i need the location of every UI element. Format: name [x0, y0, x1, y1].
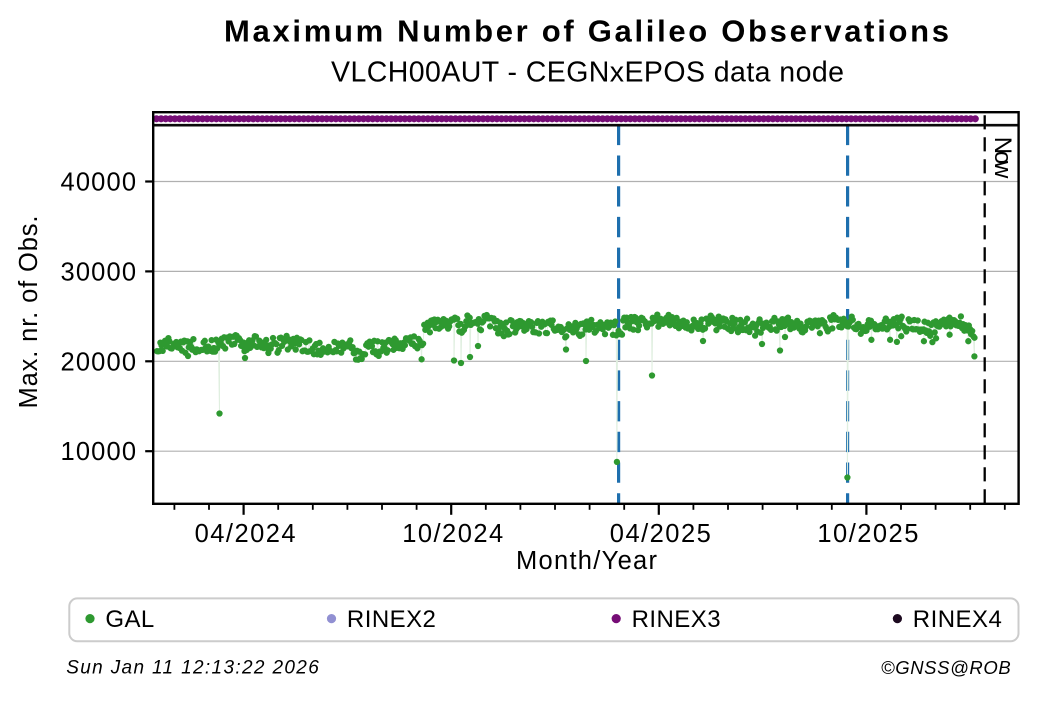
- svg-text:Max. nr. of Obs.: Max. nr. of Obs.: [15, 216, 43, 409]
- svg-text:©GNSS@ROB: ©GNSS@ROB: [881, 657, 1011, 678]
- svg-text:30000: 30000: [61, 258, 137, 286]
- svg-text:GAL: GAL: [105, 606, 154, 633]
- svg-text:Month/Year: Month/Year: [516, 547, 658, 575]
- svg-text:VLCH00AUT - CEGNxEPOS data nod: VLCH00AUT - CEGNxEPOS data node: [331, 56, 844, 88]
- svg-text:04/2025: 04/2025: [610, 520, 711, 548]
- svg-text:10/2025: 10/2025: [817, 520, 918, 548]
- svg-text:RINEX4: RINEX4: [913, 606, 1002, 633]
- svg-text:RINEX2: RINEX2: [347, 606, 436, 633]
- svg-text:Sun Jan 11 12:13:22 2026: Sun Jan 11 12:13:22 2026: [66, 658, 319, 679]
- svg-text:04/2024: 04/2024: [195, 520, 296, 548]
- svg-text:10000: 10000: [61, 438, 137, 466]
- svg-text:Now: Now: [989, 137, 1016, 179]
- svg-text:40000: 40000: [61, 169, 137, 197]
- svg-text:10/2024: 10/2024: [402, 520, 503, 548]
- svg-text:20000: 20000: [61, 348, 137, 376]
- svg-text:RINEX3: RINEX3: [632, 606, 721, 633]
